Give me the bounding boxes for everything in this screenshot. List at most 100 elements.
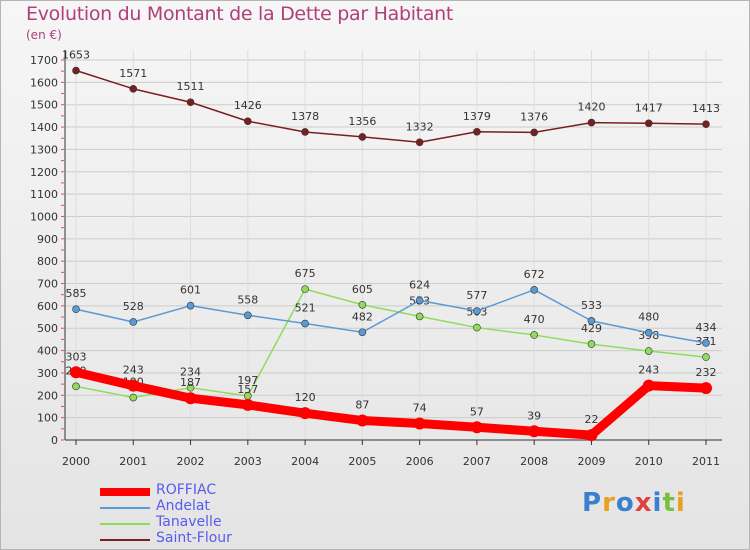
y-tick-label: 900 <box>37 233 58 246</box>
data-point-tanavelle <box>473 323 481 332</box>
x-tick-label: 2010 <box>635 455 663 468</box>
logo-letter: x <box>634 488 653 518</box>
data-point-andelat <box>186 301 195 310</box>
y-tick-label: 1100 <box>30 188 58 201</box>
data-label-saint-flour: 1378 <box>291 110 319 123</box>
data-point-tanavelle <box>72 382 80 391</box>
data-point-andelat <box>644 328 653 337</box>
series-line-andelat <box>75 289 707 344</box>
data-label-roffiac: 243 <box>123 364 144 377</box>
logo-letter: t <box>662 488 676 518</box>
data-point-saint-flour <box>129 85 138 93</box>
y-tick-label: 600 <box>37 300 58 313</box>
data-point-saint-flour <box>415 138 424 147</box>
legend-swatch <box>100 507 150 509</box>
data-label-tanavelle: 197 <box>237 374 258 387</box>
logo-letter: i <box>675 488 686 518</box>
x-tick-label: 2008 <box>520 455 548 468</box>
data-label-saint-flour: 1413 <box>692 102 720 115</box>
data-label-andelat: 533 <box>581 299 602 312</box>
logo-letter: P <box>582 488 603 518</box>
x-tick-label: 2011 <box>692 455 720 468</box>
plot-area <box>65 50 722 440</box>
data-label-andelat: 585 <box>66 287 87 300</box>
data-point-saint-flour <box>587 118 596 127</box>
data-point-roffiac <box>184 392 197 405</box>
y-tick-label: 200 <box>37 389 58 402</box>
y-tick-label: 1200 <box>30 166 58 179</box>
legend-swatch <box>100 539 150 541</box>
data-label-andelat: 480 <box>638 311 659 324</box>
data-point-roffiac <box>299 407 312 420</box>
data-label-roffiac: 232 <box>696 366 717 379</box>
data-point-andelat <box>301 319 309 328</box>
data-point-saint-flour <box>244 117 252 126</box>
x-tick-label: 2002 <box>177 455 205 468</box>
data-point-roffiac <box>413 417 426 430</box>
data-point-roffiac <box>127 379 140 392</box>
x-tick-label: 2003 <box>234 455 262 468</box>
y-tick-label: 1700 <box>30 54 58 67</box>
data-label-roffiac: 22 <box>584 413 598 426</box>
data-label-andelat: 558 <box>237 293 258 306</box>
data-point-tanavelle <box>702 353 710 361</box>
data-label-andelat: 521 <box>295 302 316 315</box>
data-label-andelat: 528 <box>123 300 144 313</box>
x-tick-label: 2009 <box>577 455 605 468</box>
data-point-tanavelle <box>587 340 596 348</box>
data-point-saint-flour <box>72 66 80 75</box>
y-tick-label: 1500 <box>30 99 58 112</box>
y-tick-label: 100 <box>37 412 58 425</box>
data-label-roffiac: 57 <box>470 405 484 418</box>
data-label-roffiac: 87 <box>355 399 369 412</box>
data-point-roffiac <box>70 366 82 379</box>
data-label-saint-flour: 1417 <box>635 101 663 114</box>
legend-swatch <box>100 488 150 496</box>
data-label-saint-flour: 1332 <box>406 120 434 133</box>
data-point-saint-flour <box>644 119 653 128</box>
data-label-roffiac: 303 <box>66 350 87 363</box>
data-label-tanavelle: 675 <box>295 267 316 280</box>
x-tick-label: 2000 <box>62 455 90 468</box>
data-point-andelat <box>415 296 424 305</box>
data-label-saint-flour: 1376 <box>520 110 548 123</box>
data-point-andelat <box>358 328 367 337</box>
x-tick-label: 2007 <box>463 455 491 468</box>
data-label-saint-flour: 1426 <box>234 99 262 112</box>
data-point-saint-flour <box>358 133 367 141</box>
y-tick-label: 1300 <box>30 143 58 156</box>
data-point-roffiac <box>470 421 483 434</box>
data-label-roffiac: 187 <box>180 376 201 389</box>
data-label-andelat: 577 <box>466 289 487 302</box>
data-label-andelat: 672 <box>524 268 545 281</box>
data-point-roffiac <box>356 414 369 427</box>
data-point-tanavelle <box>358 300 367 309</box>
series-line-tanavelle <box>75 288 707 399</box>
x-tick-label: 2004 <box>291 455 319 468</box>
data-label-saint-flour: 1379 <box>463 110 491 123</box>
y-tick-label: 400 <box>37 345 58 358</box>
legend-swatch <box>100 523 150 525</box>
data-point-andelat <box>244 311 252 320</box>
legend-label: Tanavelle <box>156 514 222 530</box>
data-point-andelat <box>72 305 80 314</box>
logo-letter: i <box>652 488 663 518</box>
data-label-tanavelle: 605 <box>352 283 373 296</box>
data-point-saint-flour <box>473 127 481 136</box>
data-point-roffiac <box>585 429 598 442</box>
data-label-saint-flour: 1571 <box>119 67 147 80</box>
legend-label: Andelat <box>156 498 210 514</box>
chart-subtitle: (en €) <box>26 28 62 42</box>
proxiti-logo: Proxiti <box>582 488 686 518</box>
data-point-saint-flour <box>702 120 710 128</box>
data-label-tanavelle: 429 <box>581 322 602 335</box>
data-label-roffiac: 243 <box>638 364 659 377</box>
chart-title: Evolution du Montant de la Dette par Hab… <box>26 3 454 25</box>
data-label-andelat: 434 <box>696 321 717 334</box>
data-point-tanavelle <box>530 331 538 339</box>
data-point-roffiac <box>700 382 712 395</box>
data-point-andelat <box>587 317 596 325</box>
legend-label: ROFFIAC <box>156 482 217 498</box>
